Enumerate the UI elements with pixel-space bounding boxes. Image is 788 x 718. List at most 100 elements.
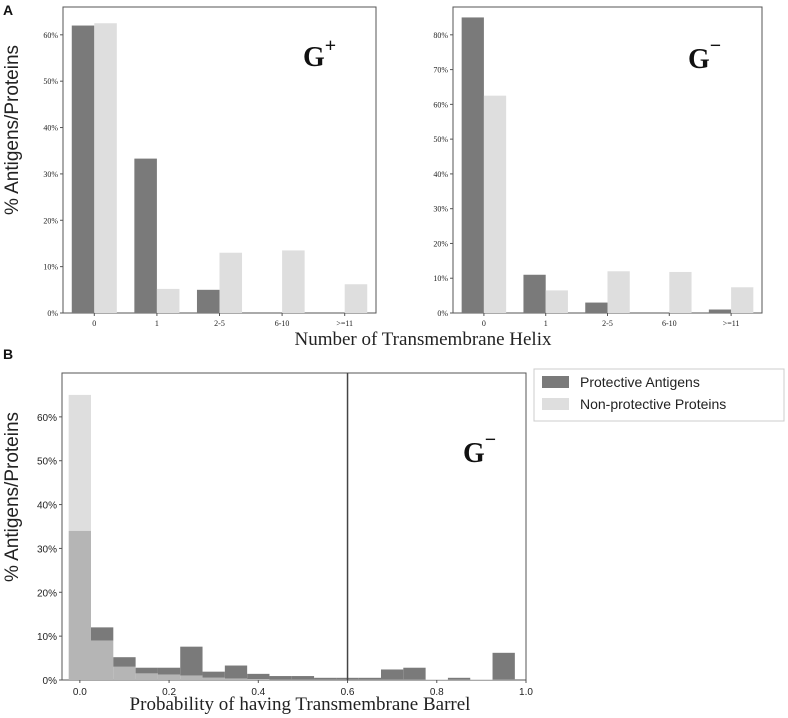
chart-gram-positive-helix: 0% 10% 20% 30% 40% 50% 60% 0 1 2-5 6-10 >=11 G+	[43, 6, 377, 328]
bin-overlap	[224, 678, 248, 680]
bin-protective	[381, 669, 404, 680]
bin-nonprotective	[68, 394, 91, 531]
y-tick-label: 60%	[43, 31, 58, 40]
x-tick-label: 1	[544, 319, 548, 328]
bar-protective	[523, 274, 546, 313]
bin-overlap	[113, 666, 136, 680]
chart-gram-negative-helix: 0% 10% 20% 30% 40% 50% 60% 70% 80% 0 1 2-5 6-10 >=11 G…	[433, 6, 763, 328]
bar-nonprotective	[483, 95, 507, 313]
bin-protective	[224, 665, 248, 679]
y-tick-label: 60%	[37, 413, 57, 424]
y-tick-label: 0%	[43, 676, 58, 687]
x-tick-label: 0	[92, 319, 96, 328]
y-tick-label: 20%	[43, 216, 58, 225]
panel-label-a: A	[3, 2, 13, 18]
bar-nonprotective	[607, 271, 630, 313]
bin-overlap	[135, 673, 158, 680]
y-tick-label: 20%	[433, 239, 448, 248]
chart-barrel-probability: 0% 10% 20% 30% 40% 50% 60% 0.0 0.2 0.4 0.6 0.8 1.0 G−	[37, 372, 533, 698]
bin-overlap	[247, 679, 270, 680]
bin-overlap	[157, 674, 181, 680]
y-tick-label: 80%	[433, 31, 448, 40]
y-tick-label: 70%	[433, 66, 448, 75]
y-tick-label: 0%	[437, 309, 448, 318]
x-tick-label: 0.8	[430, 687, 444, 698]
bar-nonprotective	[282, 250, 305, 313]
bar-protective	[196, 289, 220, 313]
x-tick-label: 6-10	[275, 319, 290, 328]
x-tick-label: 0.0	[73, 687, 87, 698]
x-tick-label: 0	[482, 319, 486, 328]
y-tick-label: 40%	[37, 501, 57, 512]
x-tick-label: 2-5	[602, 319, 613, 328]
legend-swatch	[542, 376, 569, 388]
bar-protective	[708, 309, 732, 313]
bin-overlap	[68, 530, 91, 680]
y-tick-label: 20%	[37, 588, 57, 599]
y-tick-label: 10%	[37, 632, 57, 643]
bin-protective	[492, 652, 515, 680]
bar-nonprotective	[344, 284, 368, 313]
bar-nonprotective	[731, 287, 754, 313]
bin-protective	[269, 676, 292, 680]
bin-overlap	[202, 677, 225, 680]
bin-overlap	[91, 640, 114, 680]
y-tick-label: 30%	[37, 544, 57, 555]
x-tick-label: >=11	[336, 319, 353, 328]
y-tick-label: 10%	[43, 263, 58, 272]
y-tick-label: 30%	[433, 205, 448, 214]
x-tick-label: 1.0	[519, 687, 533, 698]
bin-protective	[447, 677, 471, 680]
x-tick-label: 6-10	[662, 319, 677, 328]
chart-annotation: G−	[688, 35, 721, 75]
y-tick-label: 10%	[433, 274, 448, 283]
x-tick-label: 0.6	[341, 687, 355, 698]
y-tick-label: 40%	[43, 124, 58, 133]
bin-protective	[135, 667, 158, 674]
legend: Protective Antigens Non-protective Protei…	[533, 368, 785, 422]
x-axis-label-b: Probability of having Transmembrane Barr…	[130, 694, 471, 715]
bar-protective	[71, 25, 95, 314]
bar-nonprotective	[669, 271, 692, 313]
y-tick-label: 50%	[433, 135, 448, 144]
bin-protective	[180, 646, 203, 676]
x-tick-label: 2-5	[214, 319, 225, 328]
bar-nonprotective	[545, 290, 568, 313]
bar-nonprotective	[219, 252, 243, 313]
bin-protective	[291, 676, 315, 680]
bin-protective	[314, 677, 337, 680]
bar-nonprotective	[94, 23, 117, 314]
chart-annotation: G−	[463, 429, 496, 469]
x-tick-label: 1	[155, 319, 159, 328]
x-tick-label: >=11	[723, 319, 740, 328]
x-axis-label-a: Number of Transmembrane Helix	[295, 329, 552, 350]
panel-label-b: B	[3, 346, 13, 362]
y-tick-label: 30%	[43, 170, 58, 179]
bin-overlap	[180, 675, 203, 680]
chart-annotation: G+	[303, 35, 336, 73]
bin-protective	[202, 671, 225, 678]
bar-protective	[461, 17, 484, 313]
y-tick-label: 0%	[47, 309, 58, 318]
bar-protective	[585, 302, 608, 313]
y-axis-label-b: % Antigens/Proteins	[2, 412, 23, 582]
y-tick-label: 50%	[43, 77, 58, 86]
bin-protective	[91, 627, 114, 641]
y-tick-label: 60%	[433, 100, 448, 109]
legend-label: Non-protective Proteins	[580, 396, 726, 412]
bin-protective	[157, 667, 181, 675]
x-tick-label: 0.4	[251, 687, 265, 698]
x-tick-label: 0.2	[162, 687, 176, 698]
plot-frame	[61, 372, 527, 681]
bin-protective	[358, 677, 381, 680]
legend-label: Protective Antigens	[580, 374, 700, 390]
bar-nonprotective	[156, 288, 180, 313]
bin-protective	[113, 657, 136, 667]
legend-swatch	[542, 398, 569, 410]
y-tick-label: 50%	[37, 457, 57, 468]
bar-protective	[134, 158, 157, 313]
bin-protective	[403, 667, 426, 680]
bin-protective	[247, 673, 270, 680]
legend-box	[533, 368, 785, 422]
